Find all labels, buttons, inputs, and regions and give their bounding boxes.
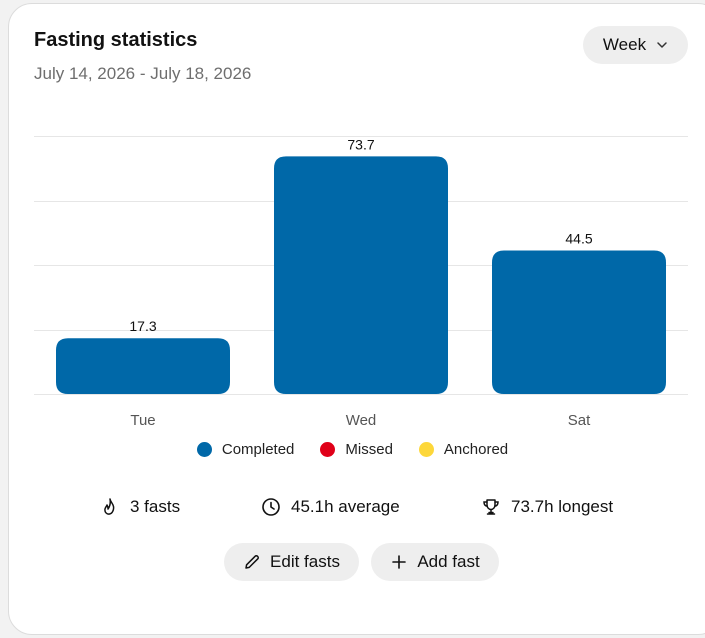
data-label: 44.5 bbox=[565, 230, 592, 246]
x-tick-label: Sat bbox=[568, 412, 591, 429]
clock-icon bbox=[262, 498, 280, 516]
legend-label: Completed bbox=[221, 441, 295, 458]
legend-item-missed: Missed bbox=[320, 441, 393, 458]
data-label: 73.7 bbox=[347, 136, 374, 152]
x-tick-label: Tue bbox=[130, 412, 155, 429]
data-label: 17.3 bbox=[129, 318, 156, 334]
bar-tue bbox=[56, 338, 230, 394]
fasting-bar-chart: 17.3 Tue 73.7 Wed 44.5 Sat bbox=[34, 136, 688, 429]
stat-average: 45.1h average bbox=[261, 497, 400, 517]
legend-item-anchored: Anchored bbox=[418, 441, 509, 458]
pencil-icon bbox=[245, 555, 260, 569]
add-fast-label: Add fast bbox=[417, 552, 480, 571]
edit-fasts-label: Edit fasts bbox=[270, 552, 340, 571]
plus-icon bbox=[392, 555, 407, 569]
bar-wed bbox=[274, 156, 448, 394]
stat-fasts: 3 fasts bbox=[100, 497, 180, 517]
stat-average-text: 45.1h average bbox=[291, 497, 400, 516]
stat-longest: 73.7h longest bbox=[481, 497, 613, 517]
legend-swatch bbox=[196, 442, 212, 457]
period-select-button[interactable]: Week bbox=[583, 26, 688, 64]
chevron-down-icon bbox=[657, 42, 667, 48]
legend-swatch bbox=[320, 442, 336, 457]
stat-fasts-text: 3 fasts bbox=[130, 497, 181, 516]
legend-item-completed: Completed bbox=[196, 441, 295, 458]
legend-label: Missed bbox=[345, 441, 393, 458]
stat-longest-text: 73.7h longest bbox=[511, 497, 614, 516]
flame-icon bbox=[104, 498, 115, 515]
edit-fasts-button[interactable]: Edit fasts bbox=[224, 543, 359, 581]
date-range: July 14, 2026 - July 18, 2026 bbox=[34, 64, 252, 83]
chart-legend: Completed Missed Anchored bbox=[0, 441, 705, 458]
card-title: Fasting statistics bbox=[34, 29, 198, 51]
add-fast-button[interactable]: Add fast bbox=[371, 543, 499, 581]
fasting-summary: 3 fasts 45.1h average 73.7h longest bbox=[0, 497, 705, 525]
x-tick-label: Wed bbox=[346, 412, 377, 429]
bar-sat bbox=[492, 250, 666, 394]
trophy-icon bbox=[483, 499, 499, 515]
legend-label: Anchored bbox=[443, 441, 509, 458]
period-select-label: Week bbox=[602, 35, 647, 54]
legend-swatch bbox=[418, 442, 434, 457]
